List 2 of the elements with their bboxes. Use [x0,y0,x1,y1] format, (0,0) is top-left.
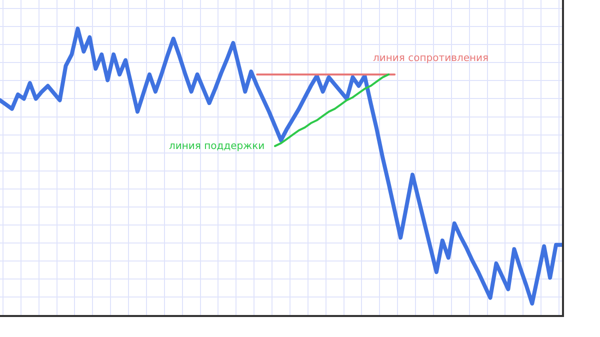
annotation: линия поддержки [169,141,265,152]
annotation: линия сопротивления [373,53,489,64]
